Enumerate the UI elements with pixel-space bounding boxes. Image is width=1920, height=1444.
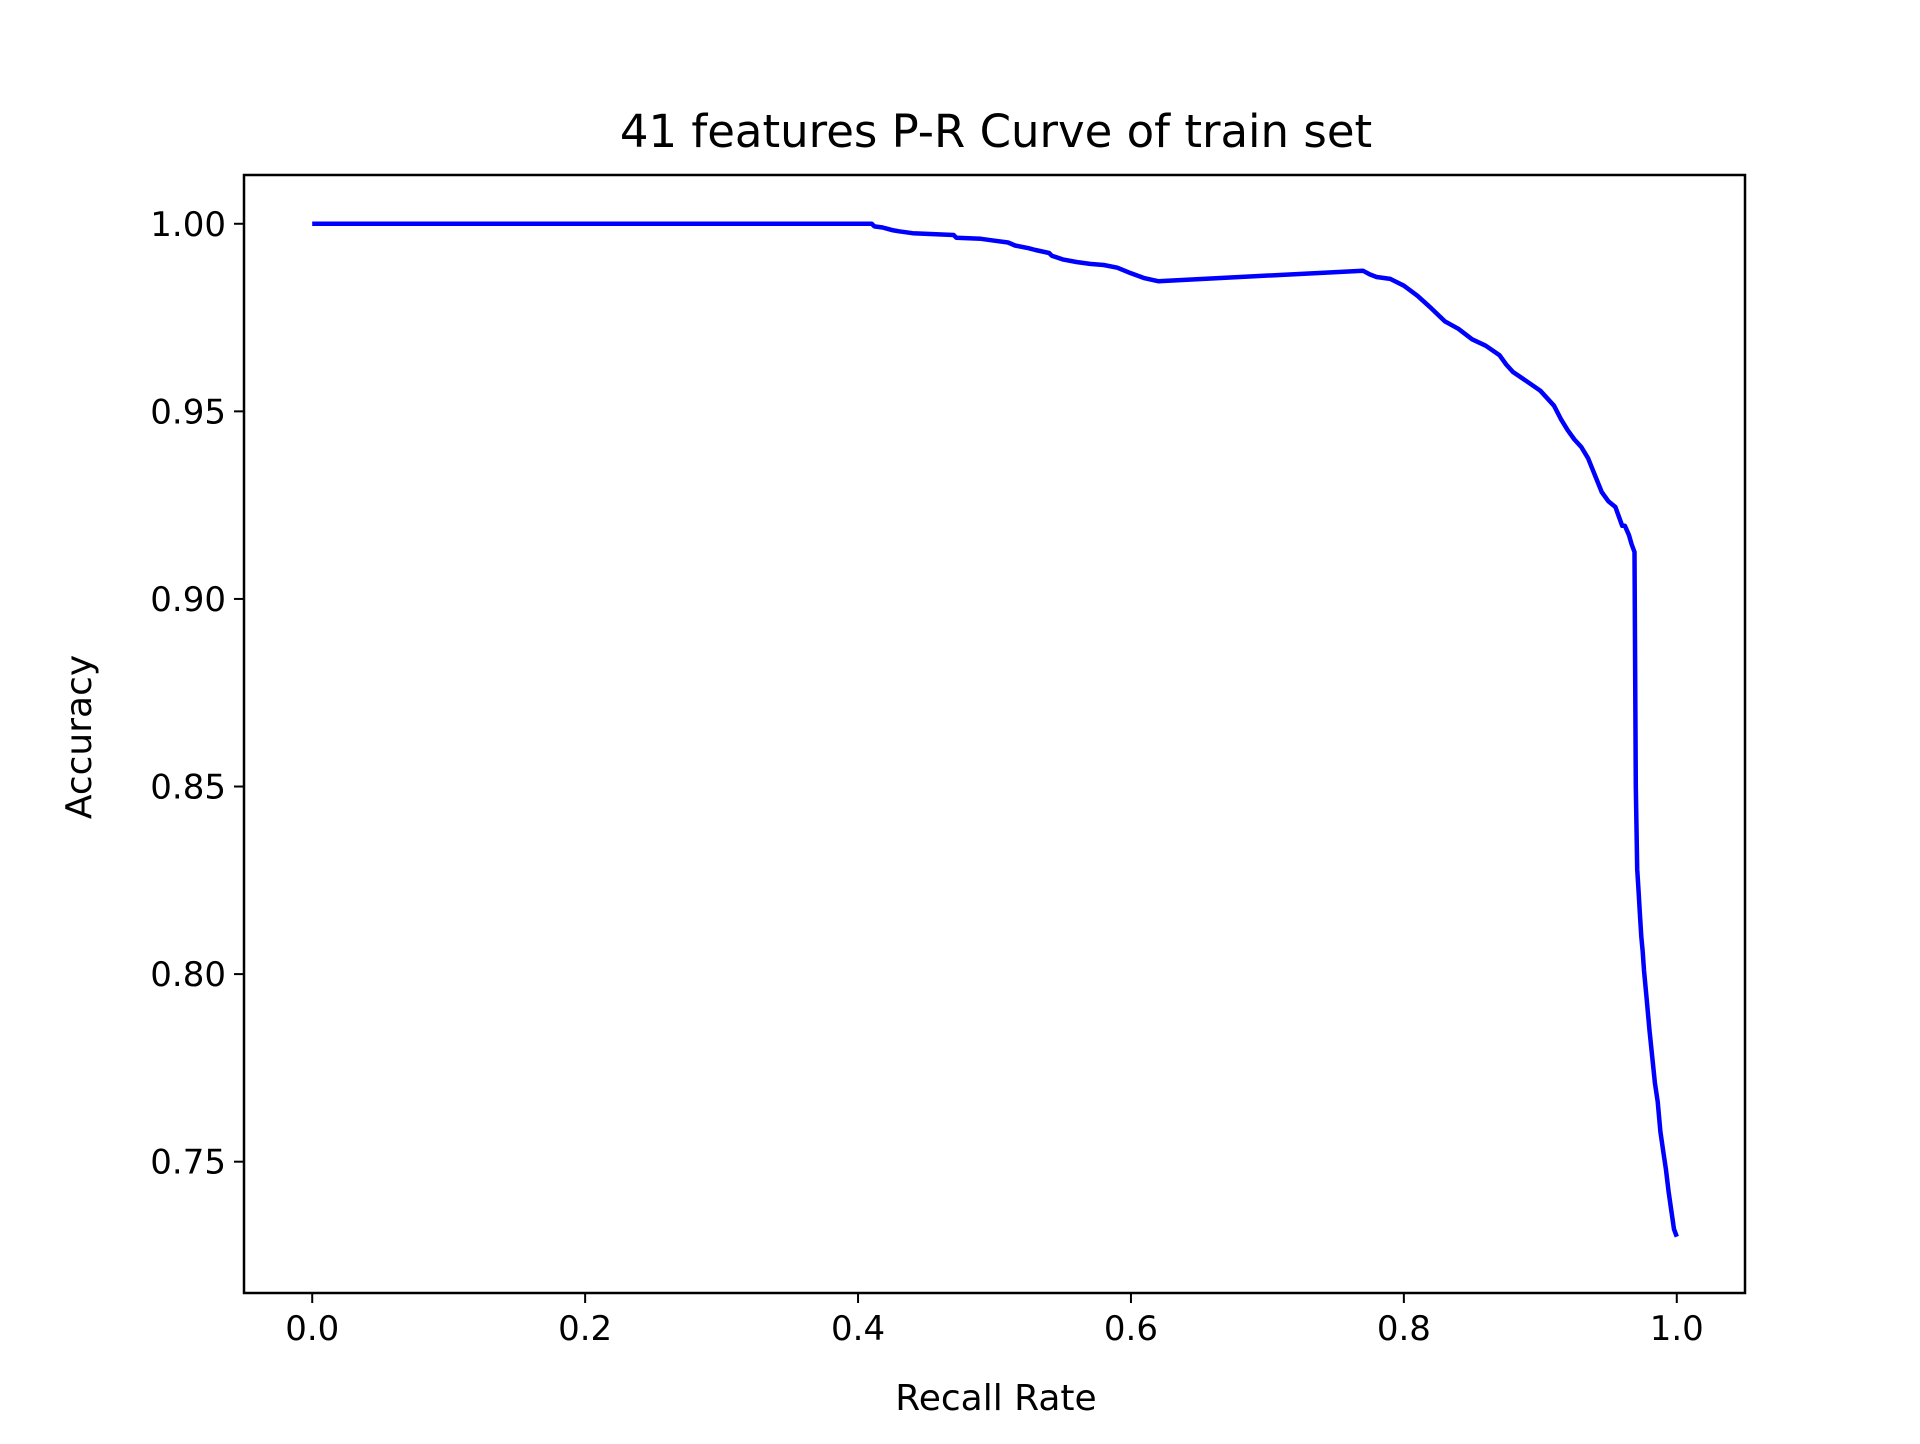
- y-tick-label: 0.85: [150, 768, 226, 808]
- x-tick-label: 1.0: [1650, 1309, 1704, 1349]
- y-tick-label: 1.00: [150, 205, 226, 245]
- x-tick-label: 0.2: [558, 1309, 612, 1349]
- plot-area-frame: [242, 173, 1747, 1295]
- x-tick-label: 0.4: [831, 1309, 885, 1349]
- y-tick-label: 0.95: [150, 392, 226, 432]
- x-tick-label: 0.0: [285, 1309, 339, 1349]
- chart-title: 41 features P-R Curve of train set: [620, 105, 1372, 158]
- y-tick-label: 0.90: [150, 580, 226, 620]
- y-tick-label: 0.80: [150, 955, 226, 995]
- x-tick-label: 0.8: [1377, 1309, 1431, 1349]
- y-tick-label: 0.75: [150, 1143, 226, 1183]
- pr-curve-line: [312, 221, 1679, 1238]
- x-axis-label: Recall Rate: [895, 1378, 1096, 1419]
- y-axis-label: Accuracy: [59, 655, 100, 819]
- x-tick-label: 0.6: [1104, 1309, 1158, 1349]
